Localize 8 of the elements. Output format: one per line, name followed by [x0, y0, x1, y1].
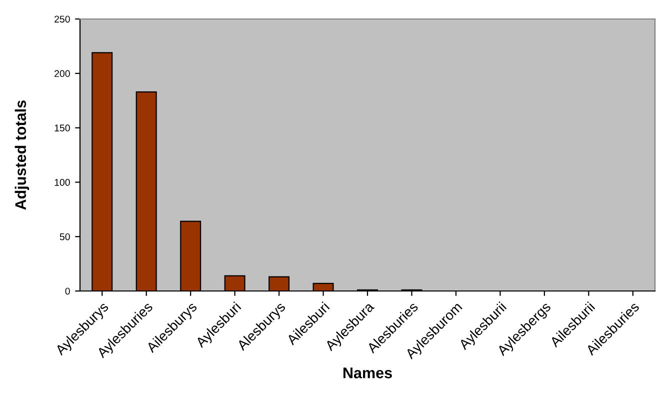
y-tick-label: 0 — [65, 288, 70, 295]
x-axis-title: Names — [343, 368, 392, 378]
y-tick-label: 150 — [54, 124, 70, 132]
y-tick-label: 50 — [60, 233, 70, 240]
y-axis-title: Adjusted totals — [14, 100, 30, 210]
y-tick-label: 100 — [54, 178, 70, 186]
y-tick-label: 250 — [54, 16, 70, 23]
y-tick-label: 200 — [54, 70, 70, 78]
